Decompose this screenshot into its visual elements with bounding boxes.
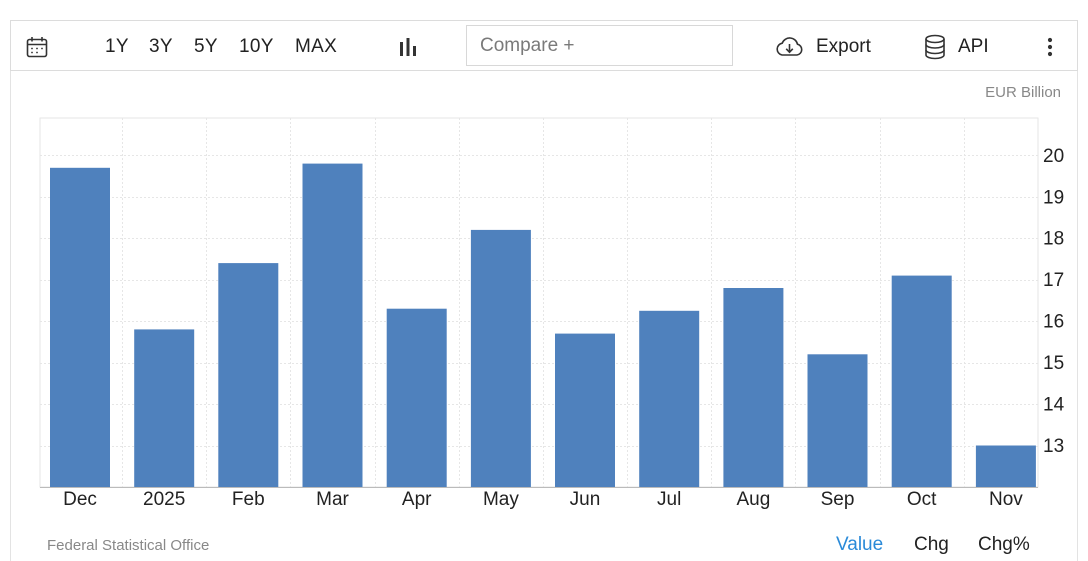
chart-bars <box>50 163 1036 488</box>
y-axis-labels: 13 14 15 16 17 18 19 20 <box>1043 146 1065 457</box>
range-3y-button[interactable]: 3Y <box>149 35 173 57</box>
y-tick-label: 16 <box>1043 312 1064 333</box>
x-tick-label: Feb <box>232 489 265 510</box>
range-5y-button[interactable]: 5Y <box>194 35 218 57</box>
x-tick-label: Jul <box>657 489 681 510</box>
x-tick-label: Jun <box>570 489 601 510</box>
chart-toolbar: 1Y 3Y 5Y 10Y MAX Export <box>10 20 1078 71</box>
more-vertical-icon[interactable] <box>1045 21 1055 72</box>
range-max-button[interactable]: MAX <box>295 35 338 57</box>
y-tick-label: 15 <box>1043 353 1064 374</box>
api-label: API <box>958 35 989 57</box>
range-10y-button[interactable]: 10Y <box>239 35 274 57</box>
bar-sep[interactable] <box>807 354 868 487</box>
bar-jul[interactable] <box>639 310 700 487</box>
x-tick-label: Nov <box>989 489 1023 510</box>
range-1y-button[interactable]: 1Y <box>105 35 129 57</box>
x-tick-label: 2025 <box>143 489 185 510</box>
bar-dec[interactable] <box>50 167 110 488</box>
y-tick-label: 18 <box>1043 229 1064 250</box>
export-button[interactable]: Export <box>774 21 871 72</box>
chg-pct-toggle[interactable]: Chg% <box>978 534 1030 555</box>
cloud-download-icon <box>774 36 805 58</box>
bar-may[interactable] <box>470 229 531 487</box>
bar-2025[interactable] <box>134 329 195 487</box>
y-tick-label: 17 <box>1043 270 1064 291</box>
bar-oct[interactable] <box>891 275 952 487</box>
bar-chart-icon[interactable] <box>397 21 419 72</box>
x-axis-labels: Dec 2025 Feb Mar Apr May Jun Jul Aug Sep Oct Nov <box>63 489 1023 510</box>
chart-grid <box>39 117 1039 488</box>
source-label: Federal Statistical Office <box>47 537 210 554</box>
export-label: Export <box>816 35 871 57</box>
bar-apr[interactable] <box>386 308 447 487</box>
compare-input[interactable] <box>466 25 733 66</box>
x-tick-label: May <box>483 489 519 510</box>
y-tick-label: 19 <box>1043 187 1064 208</box>
calendar-icon[interactable] <box>25 21 49 72</box>
x-tick-label: Aug <box>736 489 770 510</box>
x-tick-label: Mar <box>316 489 349 510</box>
y-tick-label: 14 <box>1043 395 1065 416</box>
database-icon <box>924 34 946 60</box>
x-tick-label: Dec <box>63 489 97 510</box>
chg-toggle[interactable]: Chg <box>914 534 949 555</box>
y-tick-label: 20 <box>1043 146 1064 167</box>
x-tick-label: Oct <box>907 489 937 510</box>
unit-label: EUR Billion <box>985 84 1061 101</box>
bar-aug[interactable] <box>723 288 784 487</box>
bar-feb[interactable] <box>218 263 279 487</box>
x-tick-label: Apr <box>402 489 432 510</box>
bar-jun[interactable] <box>555 333 615 487</box>
bar-nov[interactable] <box>975 445 1036 488</box>
y-tick-label: 13 <box>1043 436 1064 457</box>
bar-mar[interactable] <box>302 163 363 487</box>
api-button[interactable]: API <box>924 21 989 72</box>
x-tick-label: Sep <box>821 489 855 510</box>
value-toggle[interactable]: Value <box>836 534 884 555</box>
